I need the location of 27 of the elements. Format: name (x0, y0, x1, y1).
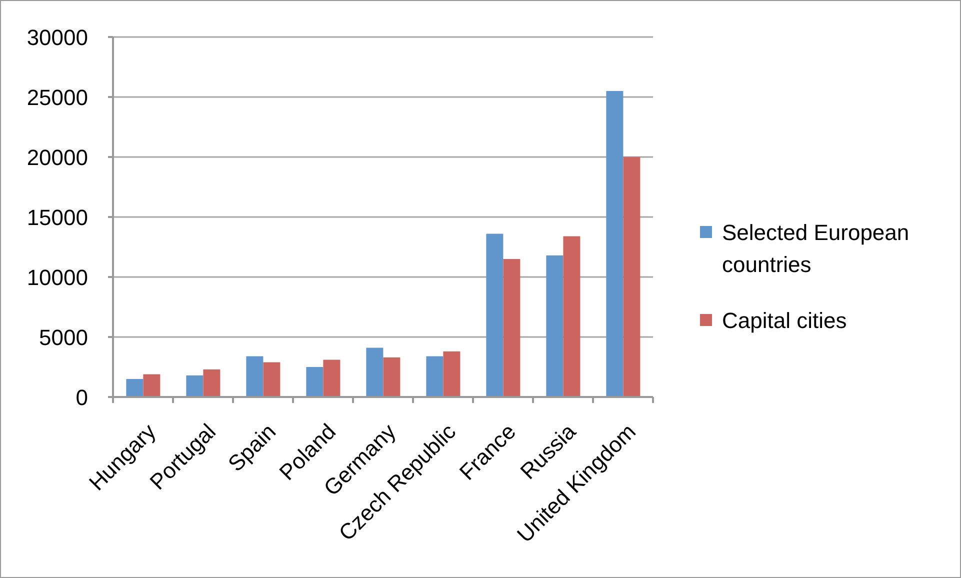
bar (443, 351, 460, 397)
bar (563, 236, 580, 397)
bar (606, 91, 624, 397)
legend-label: Capital cities (722, 307, 848, 335)
y-tick-label: 10000 (26, 264, 88, 290)
bar (186, 375, 204, 397)
bar (366, 348, 384, 397)
bar (546, 255, 564, 397)
bar (426, 356, 444, 397)
y-tick-label: 5000 (39, 324, 88, 350)
bar (486, 234, 504, 397)
bar (126, 379, 144, 397)
bar (383, 357, 400, 397)
bar (246, 356, 264, 397)
y-tick-label: 0 (76, 384, 88, 410)
bar (263, 362, 280, 397)
bar (203, 369, 220, 397)
bar (323, 360, 340, 397)
bar (306, 367, 324, 397)
y-tick-label: 20000 (26, 144, 88, 170)
bar (623, 157, 640, 397)
y-tick-label: 25000 (26, 84, 88, 110)
y-tick-label: 30000 (26, 24, 88, 50)
bar (503, 259, 520, 397)
y-tick-label: 15000 (26, 204, 88, 230)
legend-label: Selected European countries (722, 219, 910, 279)
bar (143, 374, 160, 397)
